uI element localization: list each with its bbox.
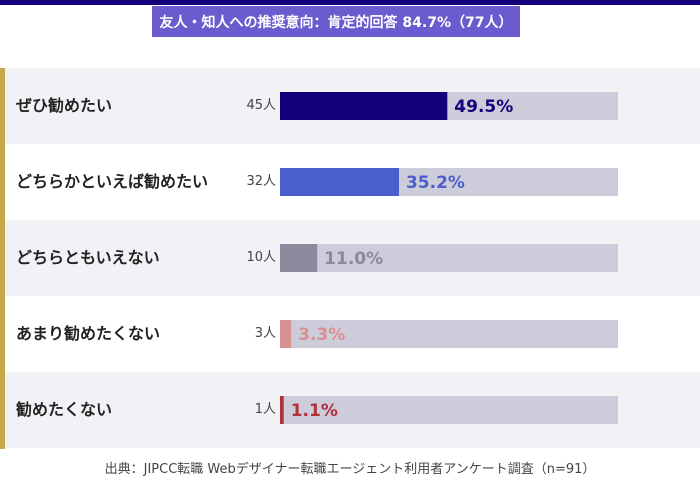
bar-track	[280, 244, 618, 272]
bar	[280, 244, 318, 272]
top-accent-bar	[0, 0, 700, 5]
bar	[280, 168, 399, 196]
value-label: 49.5%	[454, 97, 513, 117]
value-label: 1.1%	[291, 401, 338, 421]
category-label: どちらともいえない	[16, 248, 160, 267]
left-accent-line	[0, 68, 5, 449]
bar-track	[280, 396, 618, 424]
bar	[280, 92, 448, 120]
category-label: ぜひ勧めたい	[16, 96, 113, 115]
category-label: 勧めたくない	[16, 400, 113, 419]
bar	[280, 320, 292, 348]
value-label: 3.3%	[298, 325, 345, 345]
bar-track	[280, 320, 618, 348]
bar	[280, 396, 284, 424]
value-label: 11.0%	[324, 249, 383, 269]
source-note: 出典：JIPCC転職 Webデザイナー転職エージェント利用者アンケート調査（n=…	[104, 462, 596, 477]
chart-title: 友人・知人への推奨意向：肯定的回答 84.7%（77人）	[152, 6, 520, 37]
count-label: 32人	[246, 174, 276, 189]
value-label: 35.2%	[406, 173, 465, 193]
count-label: 3人	[254, 326, 276, 341]
category-label: どちらかといえば勧めたい	[16, 172, 209, 191]
category-label: あまり勧めたくない	[16, 324, 161, 343]
count-label: 45人	[246, 98, 276, 113]
count-label: 10人	[246, 250, 276, 265]
count-label: 1人	[254, 402, 276, 417]
